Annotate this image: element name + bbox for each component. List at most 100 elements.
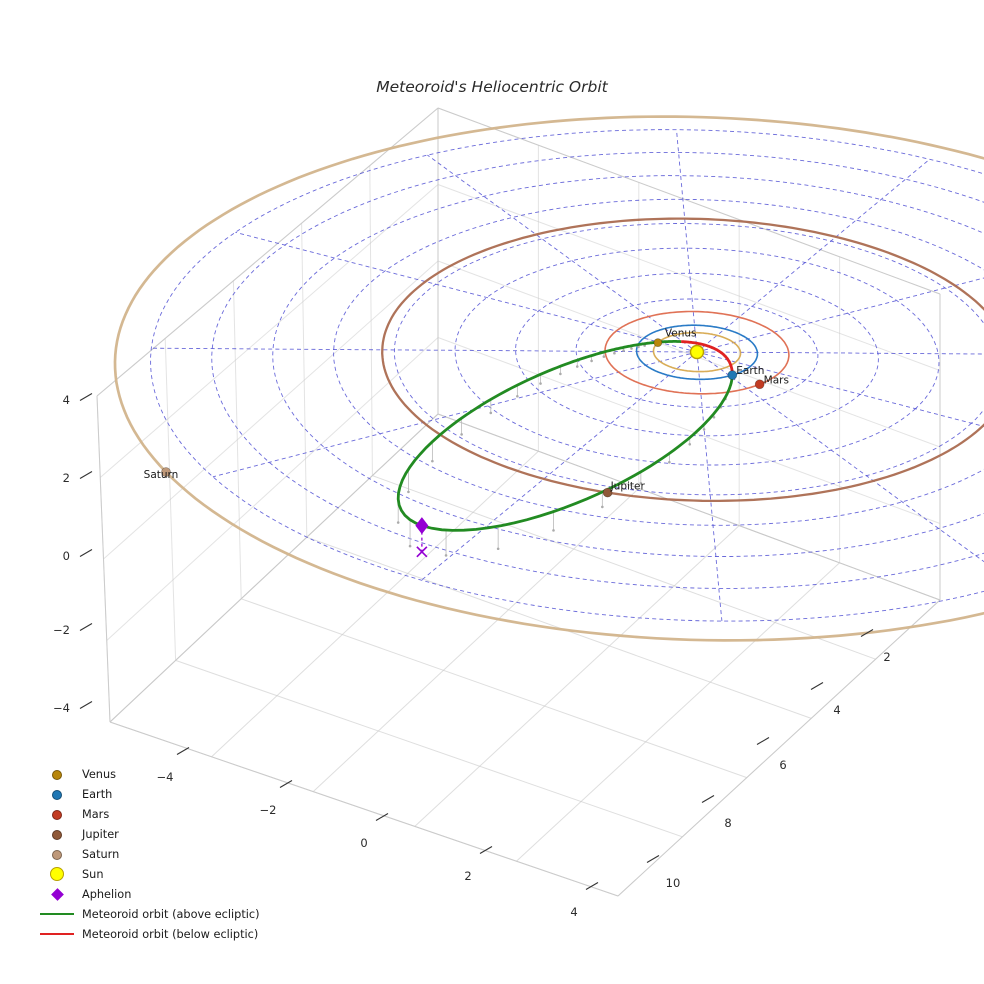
polar-grid-circle — [454, 247, 940, 466]
saturn-label: Saturn — [144, 469, 179, 481]
legend-item-meteoroid-orbit-above-ecliptic: Meteoroid orbit (above ecliptic) — [36, 904, 260, 924]
drop-stem-dot — [396, 521, 400, 524]
legend-item-saturn: Saturn — [36, 845, 260, 865]
meteoroid-orbit-below-ecliptic — [681, 340, 734, 376]
x-tick-label: 0 — [360, 836, 367, 850]
floor-grid-y — [175, 659, 683, 838]
jupiter-marker — [602, 487, 613, 498]
aphelion-diamond-marker — [415, 517, 429, 535]
axis-tick-mark — [479, 846, 493, 854]
axis-tick-mark — [646, 855, 660, 863]
drop-stem-dot — [496, 547, 500, 551]
box-edge — [617, 599, 941, 897]
drop-stem-dot — [559, 372, 562, 376]
legend-label: Mars — [82, 808, 110, 822]
legend-dot-icon — [36, 849, 78, 860]
box-edge — [109, 413, 439, 723]
drop-stem-dot — [668, 460, 671, 464]
box-edge — [437, 413, 941, 601]
z-tick-label: 4 — [63, 393, 70, 407]
floor-grid-x — [211, 450, 539, 758]
drop-stem-dot — [407, 490, 410, 494]
backpane-grid-z — [437, 337, 941, 524]
drop-stem-dot — [622, 349, 625, 352]
axis-tick-mark — [279, 780, 293, 788]
chart-title: Meteoroid's Heliocentric Orbit — [376, 78, 608, 96]
drop-stem-dot — [613, 351, 616, 355]
legend-label: Earth — [82, 788, 113, 802]
y-tick-label: 8 — [724, 816, 731, 830]
axis-tick-mark — [860, 629, 874, 637]
polar-grid-spoke — [676, 129, 698, 353]
legend-item-mars: Mars — [36, 805, 260, 825]
axis-tick-mark — [79, 549, 93, 557]
y-tick-label: 10 — [666, 876, 681, 890]
drop-stem-dot — [712, 415, 716, 419]
saturn-marker — [161, 467, 171, 477]
z-tick-label: 0 — [63, 549, 70, 563]
floor-grid-x — [516, 562, 840, 862]
leftpane-grid-z — [99, 184, 439, 478]
legend-label: Saturn — [82, 848, 120, 861]
venus-marker — [653, 338, 663, 347]
polar-grid-spoke — [696, 351, 984, 427]
floor-grid-y — [372, 475, 876, 660]
legend-item-earth: Earth — [36, 785, 260, 805]
legend-dot-icon — [36, 809, 78, 820]
polar-grid-spoke — [696, 351, 723, 622]
floor-grid-x — [414, 525, 740, 827]
leftpane-grid-z — [106, 337, 439, 641]
drop-stem-dot — [575, 365, 579, 368]
polar-grid-spoke — [235, 231, 698, 353]
polar-grid-circle — [211, 151, 984, 589]
axis-tick-mark — [585, 882, 599, 890]
drop-stem-dot — [444, 554, 448, 557]
y-tick-label: 6 — [779, 758, 786, 772]
z-tick-label: −2 — [53, 623, 70, 637]
x-tick-label: −2 — [260, 803, 277, 817]
legend-item-jupiter: Jupiter — [36, 825, 260, 845]
box-edge — [96, 395, 111, 723]
drop-stem-dot — [408, 544, 412, 548]
box-edge — [437, 107, 941, 295]
drop-stem-dot — [539, 382, 542, 385]
sun-marker — [689, 344, 705, 360]
ecliptic-drop-stems — [396, 343, 727, 557]
legend-label: Meteoroid orbit (above ecliptic) — [82, 907, 260, 921]
drop-stem-dot — [702, 428, 706, 431]
box-edge — [96, 107, 439, 397]
y-tick-label: 2 — [883, 650, 890, 664]
venus-label: Venus — [665, 328, 697, 340]
saturn-orbit-circle — [113, 115, 984, 642]
legend-label: Aphelion — [82, 887, 132, 901]
legend-sun-icon — [36, 867, 78, 882]
drop-stem-dot — [688, 442, 692, 446]
axis-panes — [96, 107, 941, 897]
floor-grid-x — [312, 488, 640, 792]
axis-tick-mark — [756, 737, 770, 745]
x-tick-label: 2 — [464, 869, 471, 883]
axis-tick-mark — [79, 471, 93, 479]
axis-tick-mark — [810, 682, 824, 690]
legend-label: Jupiter — [82, 828, 119, 842]
legend-dot-icon — [36, 769, 78, 780]
drop-stem-dot — [637, 345, 640, 349]
drop-stem-dot — [552, 529, 555, 532]
legend-dot-icon — [36, 829, 78, 840]
drop-stem-dot — [516, 394, 519, 398]
axis-tick-mark — [79, 701, 93, 709]
jupiter-orbit-circle — [381, 217, 984, 503]
legend-item-venus: Venus — [36, 765, 260, 785]
mars-marker — [754, 379, 765, 390]
earth-label: Earth — [736, 365, 764, 377]
drop-stem-dot — [590, 359, 593, 363]
polar-grid-spoke — [151, 347, 698, 353]
legend-diamond-icon — [36, 887, 78, 901]
legend-label: Sun — [82, 867, 104, 881]
floor-grid-y — [241, 598, 747, 779]
drop-stem-dot — [630, 347, 633, 350]
x-tick-label: −4 — [157, 770, 174, 784]
drop-stem-dot — [601, 505, 604, 509]
earth-orbit-circle — [635, 324, 759, 381]
axis-tick-mark — [79, 623, 93, 631]
